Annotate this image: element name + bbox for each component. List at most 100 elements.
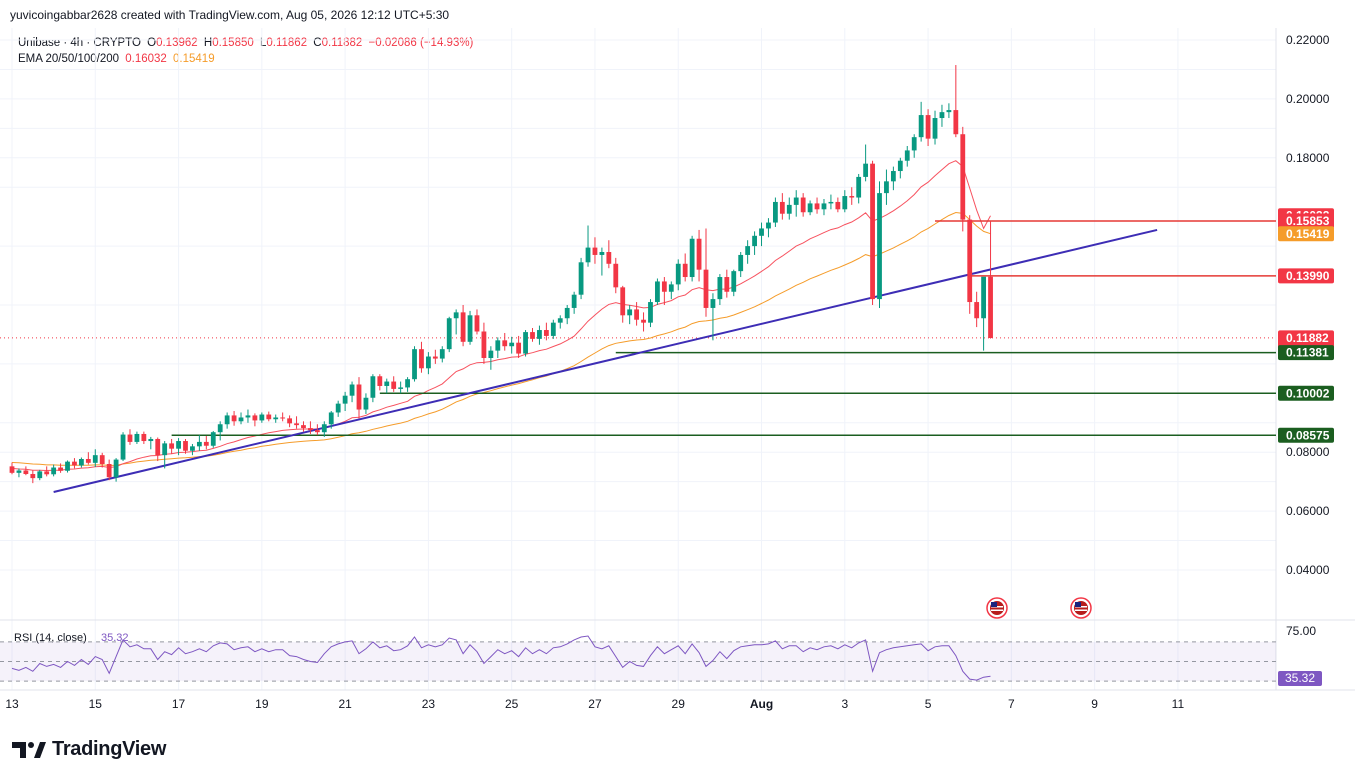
candle-body	[661, 281, 667, 292]
candle-body	[252, 415, 258, 421]
price-axis[interactable]: 0.22000 0.20000 0.18000 0.08000 0.06000 0.040…	[1278, 33, 1334, 686]
candle-body	[231, 415, 237, 422]
candle	[745, 240, 751, 264]
candle	[613, 257, 619, 294]
time-tick-label: 29	[672, 697, 686, 711]
candle-body	[974, 302, 980, 319]
time-tick-label: 7	[1008, 697, 1015, 711]
candles	[9, 65, 993, 484]
time-tick-label: 23	[422, 697, 436, 711]
time-axis[interactable]: 13 15 17 19 21 23 25 27 29 Aug 3 5 7 9 11	[5, 697, 1184, 711]
candle-body	[682, 263, 688, 278]
candle	[530, 327, 535, 342]
candle-body	[571, 294, 577, 308]
candle-body	[23, 470, 29, 475]
candle	[904, 146, 910, 167]
candle	[488, 346, 494, 370]
candle	[335, 400, 341, 417]
candle	[349, 381, 355, 403]
candle	[127, 429, 133, 445]
candle-body	[738, 254, 744, 272]
candle-body	[308, 428, 313, 431]
candle-body	[821, 203, 827, 210]
candle-body	[842, 196, 848, 210]
time-tick-label: 27	[588, 697, 602, 711]
candle-body	[190, 446, 195, 451]
candle-body	[426, 356, 431, 369]
candle	[321, 421, 327, 437]
candle-body	[148, 438, 154, 442]
horizontal-levels[interactable]	[171, 220, 1276, 437]
candle	[37, 469, 43, 481]
candle	[183, 438, 188, 454]
candle	[710, 293, 716, 341]
candle-body	[786, 204, 792, 214]
candle-body	[44, 471, 50, 475]
candle-body	[370, 376, 376, 398]
candle	[162, 441, 168, 469]
candle-body	[530, 332, 535, 339]
candle-body	[960, 134, 966, 220]
price-label-text: 0.15853	[1286, 214, 1330, 228]
candle	[363, 393, 369, 414]
candle	[308, 421, 313, 434]
candle-body	[92, 455, 98, 463]
candle-body	[516, 342, 522, 354]
candle	[800, 193, 806, 217]
candle-body	[689, 238, 695, 278]
candle	[967, 215, 973, 314]
time-tick-label: 21	[338, 697, 352, 711]
rsi-label[interactable]: RSI (14, close)	[14, 632, 87, 644]
candle	[925, 109, 931, 146]
trendline[interactable]	[53, 228, 1158, 493]
candle-body	[446, 318, 452, 350]
event-canton	[991, 602, 997, 607]
candle-body	[814, 203, 820, 210]
price-label-bg	[1278, 385, 1334, 401]
ema-label[interactable]: EMA 20/50/100/200	[18, 53, 120, 65]
candle	[224, 412, 230, 429]
candle	[863, 144, 869, 182]
candle-body	[224, 415, 230, 425]
ema-lines	[11, 160, 991, 472]
candle-body	[620, 287, 626, 316]
price-label-resistance: 0.13990	[1278, 268, 1334, 284]
event-stripe	[991, 609, 1003, 611]
candle-body	[724, 277, 730, 292]
candle-body	[911, 137, 917, 151]
candle	[571, 291, 577, 314]
candle	[773, 197, 778, 227]
low-label: L	[259, 37, 267, 49]
price-label-text: 0.08575	[1286, 428, 1330, 442]
trendline-layer[interactable]	[53, 228, 1158, 493]
candle	[176, 438, 181, 456]
candle	[259, 412, 265, 423]
candle	[599, 247, 605, 276]
candle	[16, 468, 22, 478]
candle	[543, 322, 549, 341]
tradingview-logo-icon	[12, 741, 46, 758]
candle-body	[592, 247, 598, 255]
candle	[550, 319, 556, 339]
candle-body	[474, 315, 480, 332]
candle	[703, 228, 709, 317]
candle	[689, 235, 695, 282]
candle	[196, 435, 202, 451]
candle	[79, 457, 84, 468]
rsi-tick-label: 75.00	[1286, 624, 1316, 638]
price-label-bg	[1278, 213, 1334, 229]
candle-body	[460, 312, 466, 342]
candle-body	[543, 330, 549, 336]
candle	[72, 458, 77, 469]
rsi-value-text: 35.32	[1285, 671, 1315, 685]
candle	[30, 470, 36, 484]
candle-body	[384, 381, 390, 386]
candle-body	[65, 461, 70, 471]
chart-attribution: yuvicoingabbar2628 created with TradingV…	[10, 8, 450, 22]
candle-body	[162, 443, 168, 456]
price-label-bg	[1278, 268, 1334, 284]
candle-body	[863, 163, 869, 177]
candle-body	[16, 470, 22, 473]
candle	[301, 421, 306, 432]
